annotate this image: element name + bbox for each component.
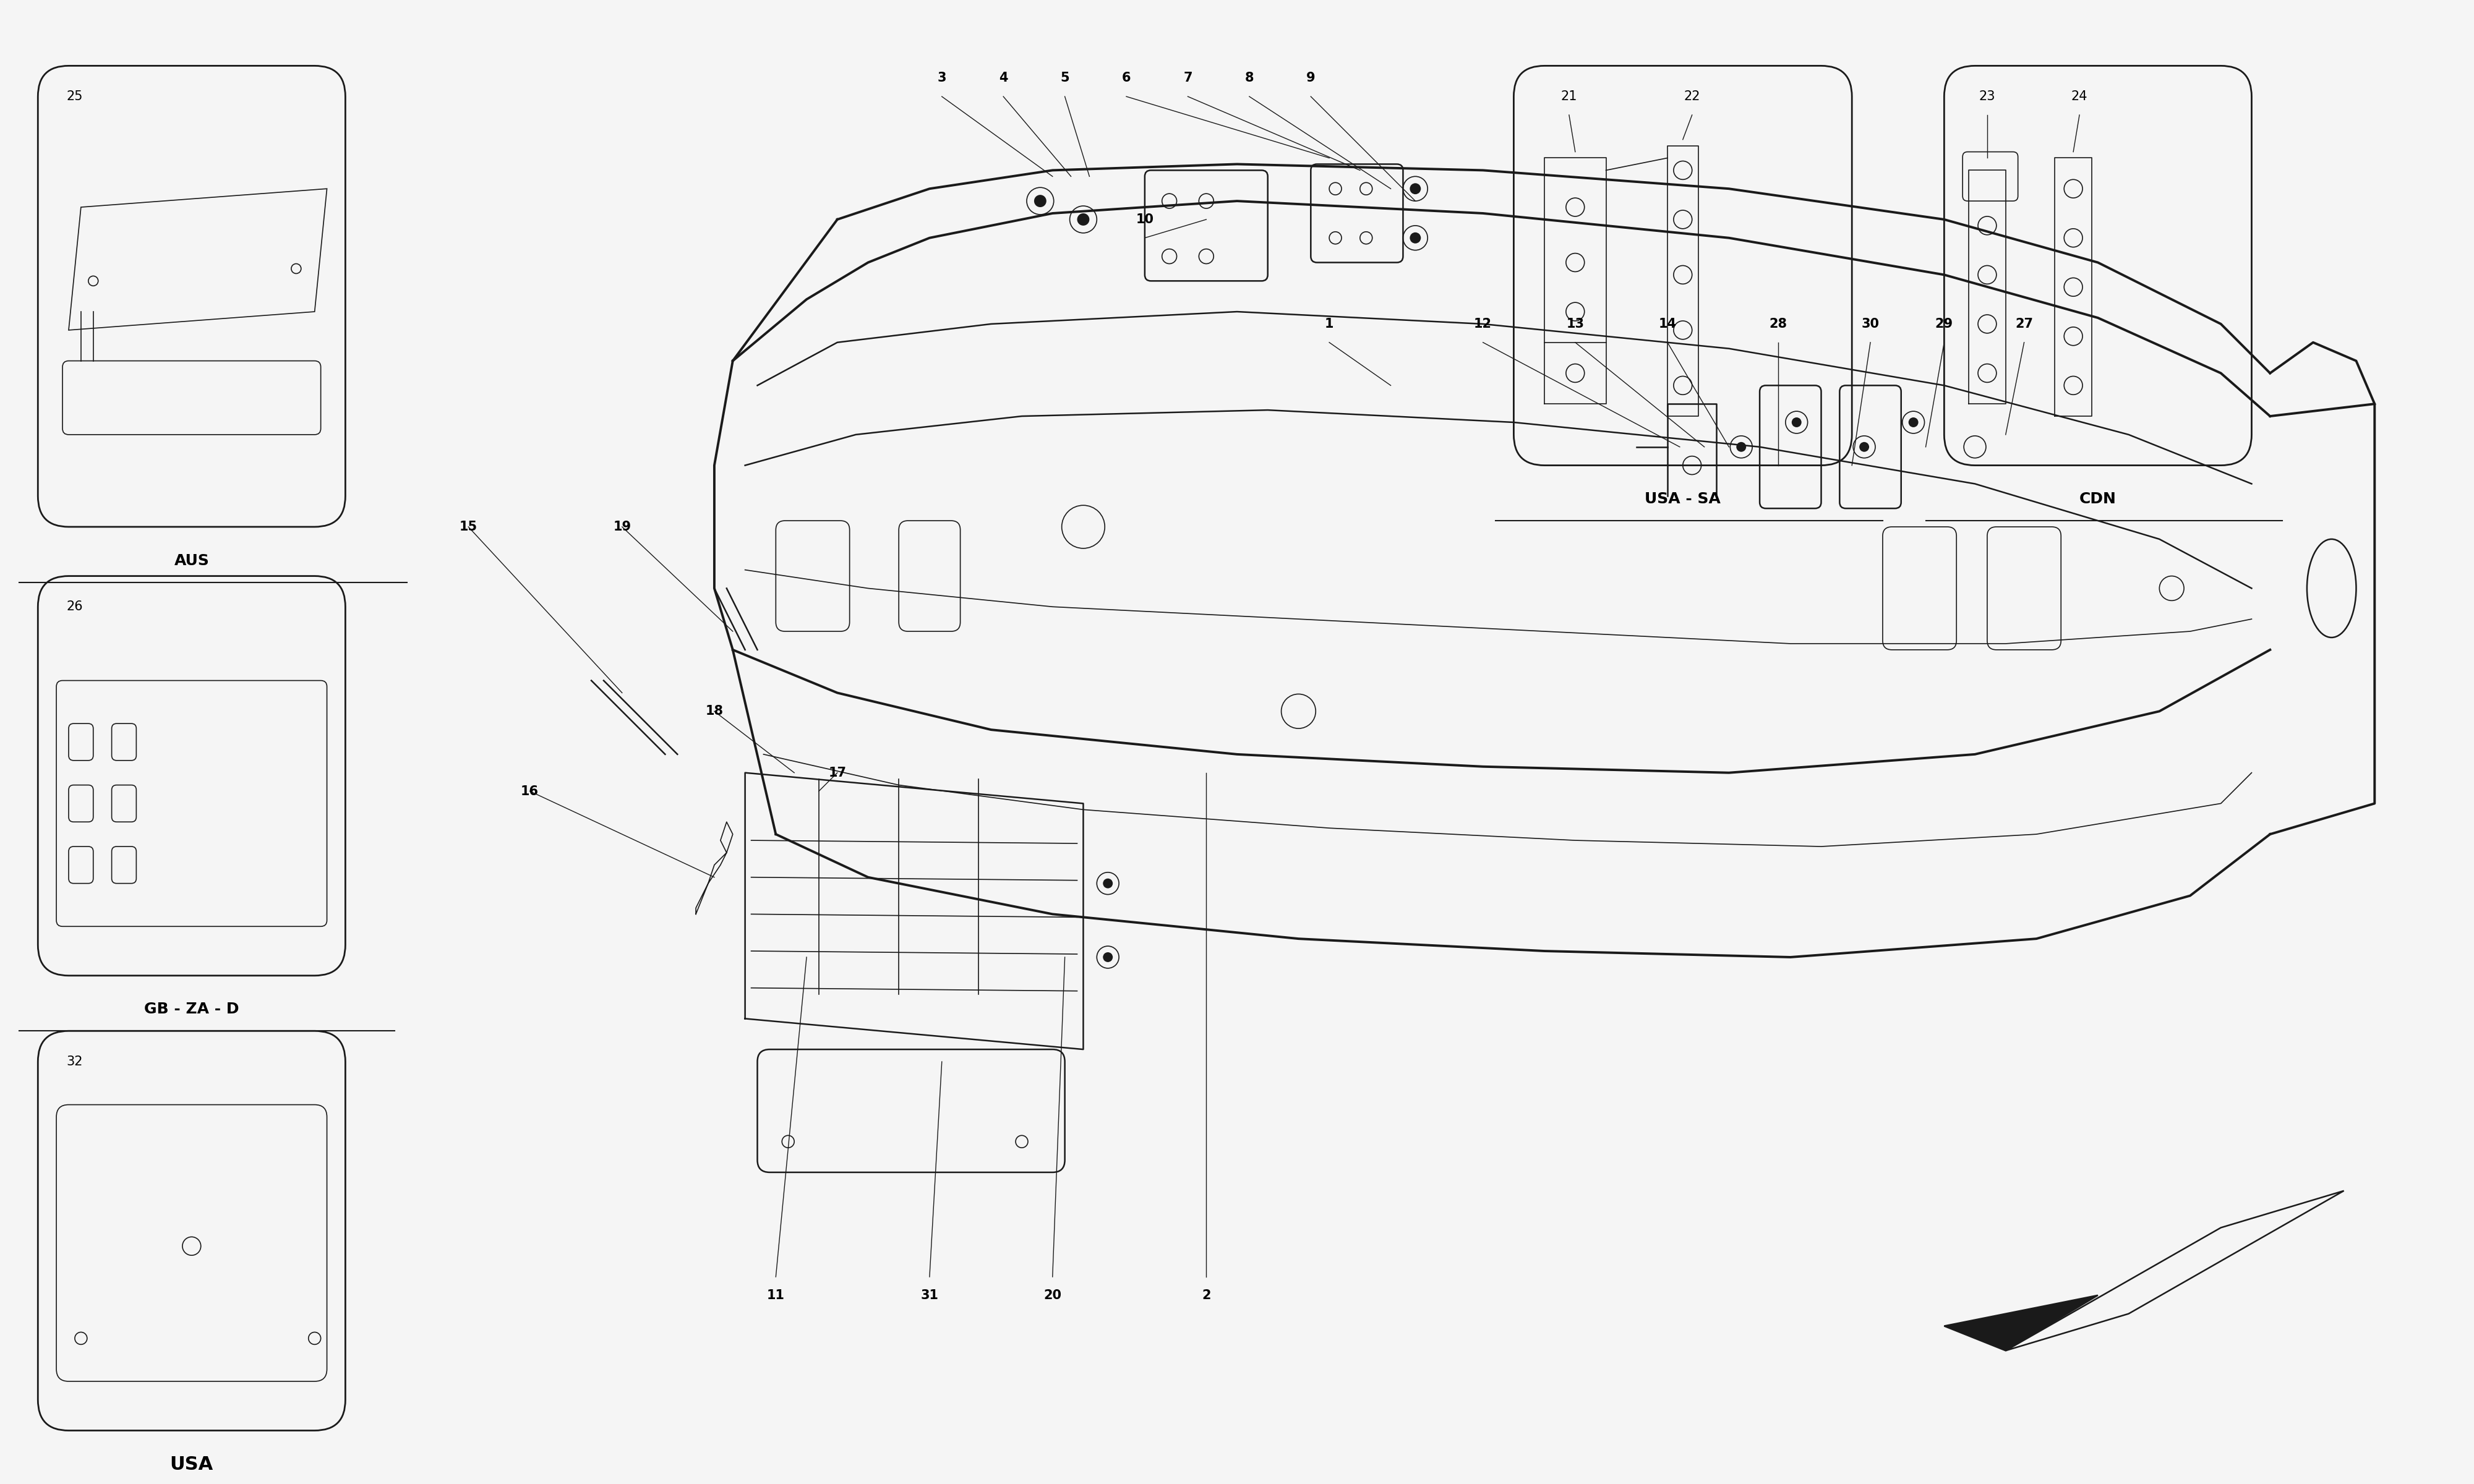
Text: 21: 21 xyxy=(1561,91,1578,102)
Text: 24: 24 xyxy=(2071,91,2088,102)
Text: 6: 6 xyxy=(1121,71,1131,85)
Text: CDN: CDN xyxy=(2078,491,2115,506)
Text: 28: 28 xyxy=(1769,318,1786,329)
Circle shape xyxy=(1034,194,1047,208)
Circle shape xyxy=(1791,417,1801,427)
Text: 10: 10 xyxy=(1136,214,1153,226)
Circle shape xyxy=(1410,233,1420,243)
Text: 25: 25 xyxy=(67,91,84,102)
Text: 30: 30 xyxy=(1860,318,1880,329)
Text: 29: 29 xyxy=(1935,318,1952,329)
Text: 12: 12 xyxy=(1475,318,1492,329)
Text: 32: 32 xyxy=(67,1055,84,1068)
Text: 3: 3 xyxy=(938,71,948,85)
Circle shape xyxy=(1103,879,1113,889)
Text: USA - SA: USA - SA xyxy=(1645,491,1722,506)
Text: 27: 27 xyxy=(2016,318,2034,329)
Circle shape xyxy=(1860,442,1870,451)
Text: 13: 13 xyxy=(1566,318,1583,329)
Text: USA: USA xyxy=(171,1456,213,1474)
Circle shape xyxy=(1410,183,1420,194)
Circle shape xyxy=(1103,953,1113,962)
Text: 16: 16 xyxy=(522,785,539,797)
Text: 22: 22 xyxy=(1685,91,1700,102)
Text: 15: 15 xyxy=(460,521,477,533)
Circle shape xyxy=(1076,214,1089,226)
Text: 26: 26 xyxy=(67,601,84,613)
Text: GB - ZA - D: GB - ZA - D xyxy=(143,1002,240,1017)
Text: 2: 2 xyxy=(1202,1290,1210,1301)
Text: 23: 23 xyxy=(1979,91,1997,102)
Text: 11: 11 xyxy=(767,1290,784,1301)
Text: 18: 18 xyxy=(705,705,722,717)
Circle shape xyxy=(1737,442,1747,451)
Text: 20: 20 xyxy=(1044,1290,1061,1301)
Text: 4: 4 xyxy=(999,71,1007,85)
Text: 19: 19 xyxy=(614,521,631,533)
Text: 9: 9 xyxy=(1306,71,1316,85)
Text: 8: 8 xyxy=(1244,71,1254,85)
Text: 14: 14 xyxy=(1658,318,1677,329)
Circle shape xyxy=(1907,417,1917,427)
Text: 7: 7 xyxy=(1183,71,1192,85)
Text: AUS: AUS xyxy=(173,554,210,568)
Text: 5: 5 xyxy=(1061,71,1069,85)
Polygon shape xyxy=(1945,1296,2098,1350)
Text: 31: 31 xyxy=(920,1290,938,1301)
Text: 1: 1 xyxy=(1324,318,1333,329)
Text: 17: 17 xyxy=(829,767,846,779)
